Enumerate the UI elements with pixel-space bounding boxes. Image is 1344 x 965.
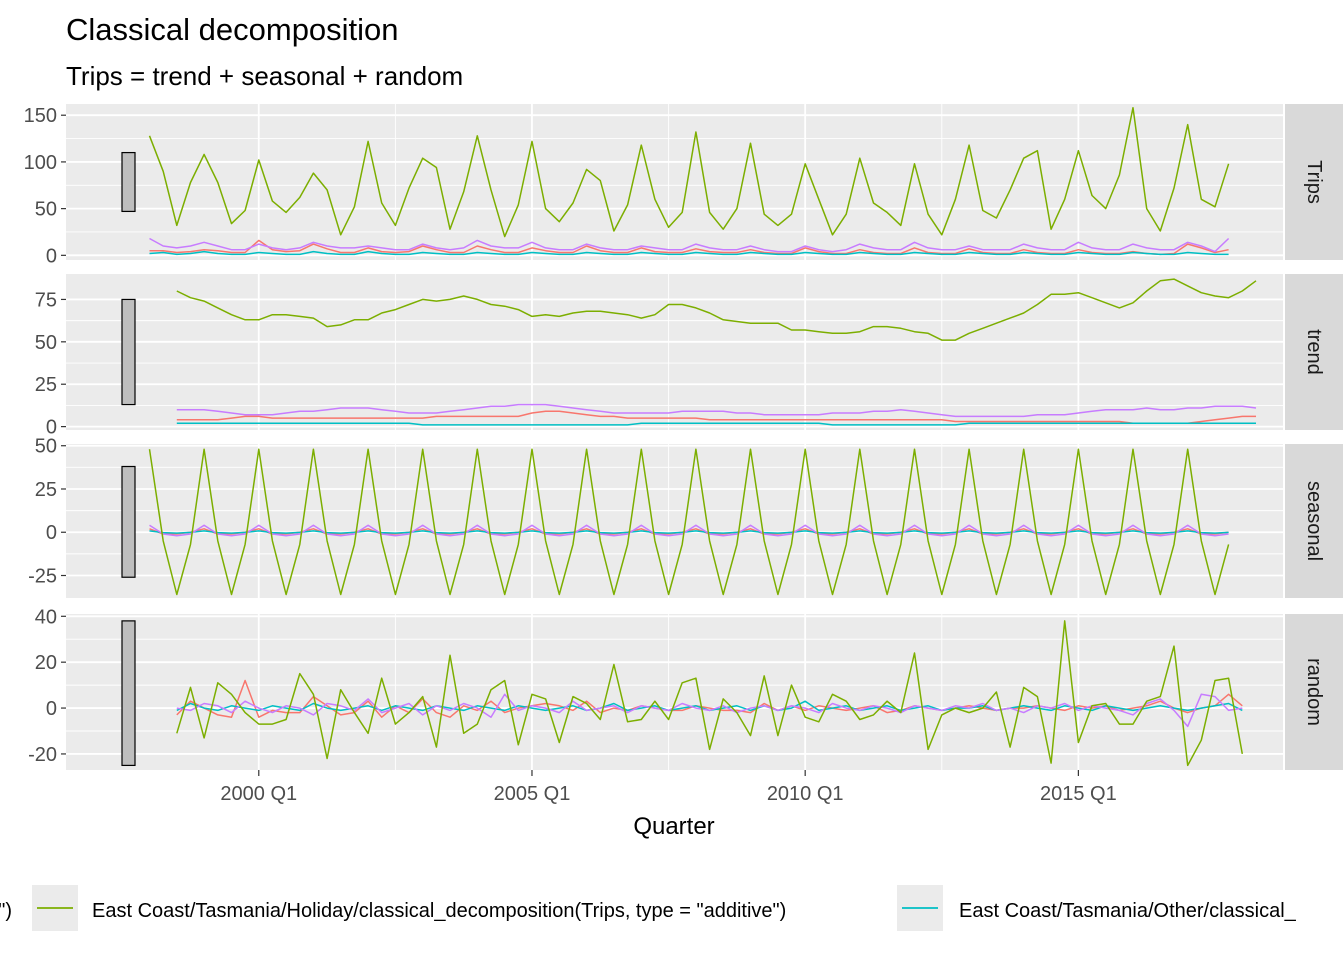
series-line-cyan (149, 530, 1229, 534)
y-tick-label: 75 (35, 289, 57, 311)
facet-strip (1285, 614, 1343, 770)
series-line-cyan (176, 422, 1256, 426)
series-line-purple (176, 403, 1257, 418)
facet-strip (1285, 104, 1343, 260)
legend-label: East Coast/Tasmania/Other/classical_ (959, 900, 1297, 922)
scale-bar (121, 465, 136, 578)
y-tick-label: 50 (35, 199, 57, 221)
facet-strip-label: seasonal (1303, 481, 1325, 561)
series-line-red (149, 239, 1229, 256)
panel-random: -20 0 20 40 random (28, 606, 1343, 770)
series-line-purple (149, 524, 1229, 537)
y-tick-label: 150 (24, 105, 57, 127)
y-tick-label: 40 (35, 606, 57, 628)
panel-background (66, 274, 1283, 430)
chart-subtitle: Trips = trend + seasonal + random (66, 61, 463, 91)
x-tick-label: 2005 Q1 (494, 783, 571, 805)
y-tick-label: 0 (46, 245, 57, 267)
x-tick-label: 2000 Q1 (220, 783, 297, 805)
legend: ") East Coast/Tasmania/Holiday/classical_… (0, 885, 1297, 931)
facet-strip (1285, 444, 1343, 598)
y-tick-label: 20 (35, 652, 57, 674)
y-tick-label: 0 (46, 417, 57, 439)
series-line-purple (149, 237, 1230, 253)
y-tick-label: 25 (35, 479, 57, 501)
panel-background (66, 614, 1283, 770)
facet-strip (1285, 274, 1343, 430)
scale-bar (121, 151, 136, 213)
scale-bar (121, 298, 136, 406)
y-tick-label: -20 (28, 744, 57, 766)
legend-label: ") (0, 900, 12, 922)
panel-background (66, 104, 1283, 260)
series-line-purple (176, 693, 1243, 728)
panel-seasonal: -25 0 25 50 seasonal (28, 436, 1343, 598)
facet-strip-label: Trips (1303, 160, 1325, 204)
series-line-cyan (149, 250, 1229, 256)
panel-Trips: 0 50 100 150 Trips (24, 104, 1343, 267)
y-tick-label: -25 (28, 566, 57, 588)
x-tick-label: 2015 Q1 (1040, 783, 1117, 805)
series-line-green (148, 106, 1230, 238)
facet-panels: 050100150Trips0255075trend-2502550season… (24, 104, 1343, 770)
y-tick-label: 50 (35, 332, 57, 354)
y-tick-label: 0 (46, 698, 57, 720)
series-line-green (176, 620, 1244, 767)
scale-bar (121, 620, 136, 767)
series-line-green (148, 448, 1230, 596)
panel-trend: 0 25 50 75 trend (35, 274, 1343, 439)
y-tick-label: 100 (24, 152, 57, 174)
chart-title: Classical decomposition (66, 12, 399, 47)
legend-label: East Coast/Tasmania/Holiday/classical_de… (92, 900, 786, 922)
y-tick-label: 0 (46, 522, 57, 544)
facet-strip-label: random (1303, 658, 1325, 726)
x-axis-title: Quarter (633, 813, 714, 840)
x-axis: 2000 Q1 2005 Q1 2010 Q1 2015 Q1 (220, 770, 1117, 805)
y-tick-label: 50 (35, 436, 57, 458)
x-tick-label: 2010 Q1 (767, 783, 844, 805)
facet-strip-label: trend (1303, 329, 1325, 375)
series-line-green (176, 278, 1257, 341)
y-tick-label: 25 (35, 374, 57, 396)
series-line-red (176, 410, 1256, 424)
